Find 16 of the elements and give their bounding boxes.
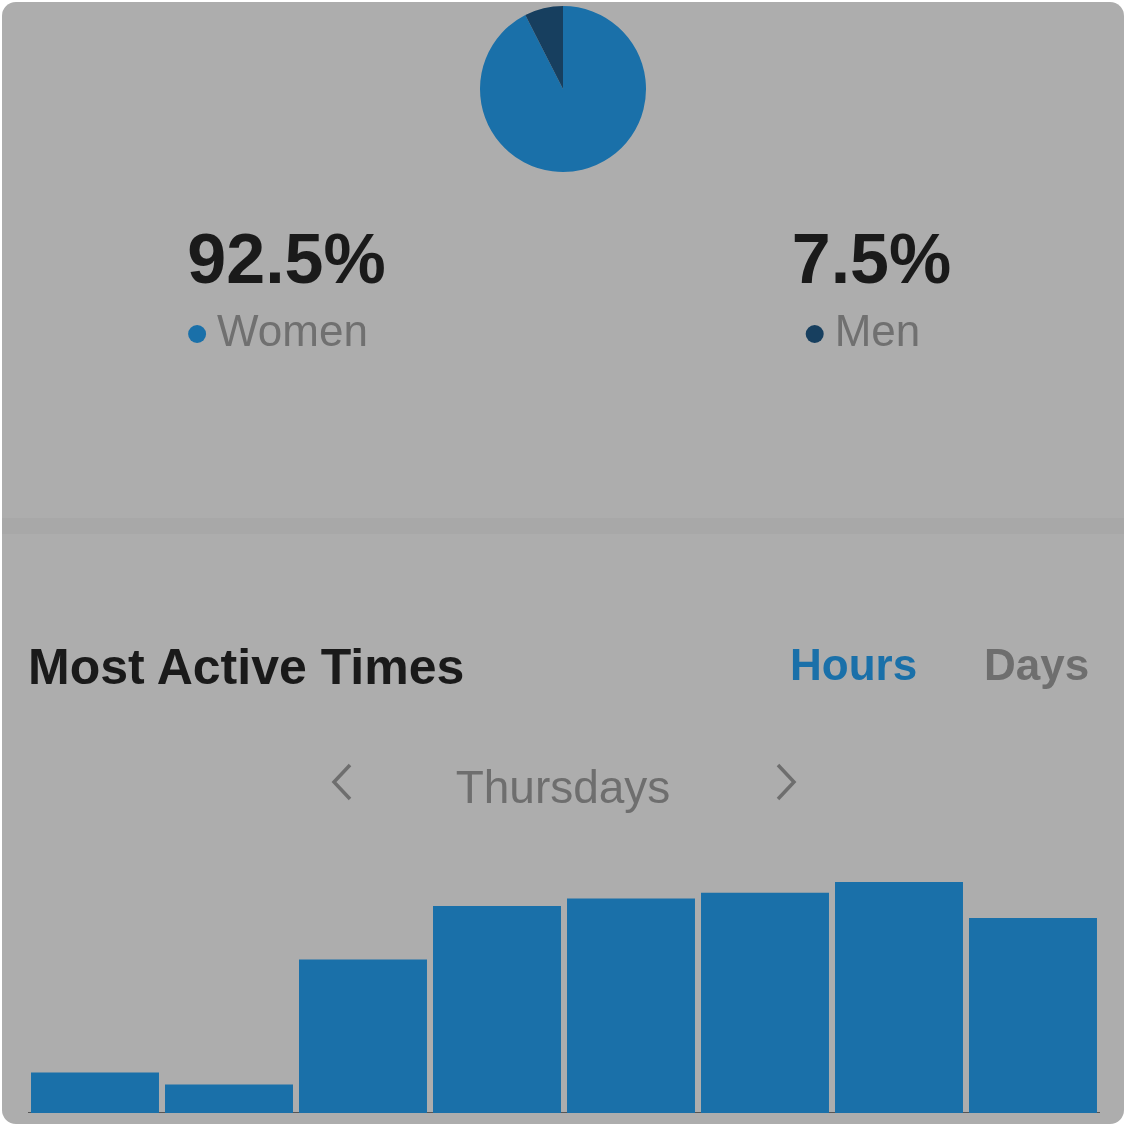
legend-label: Women	[217, 306, 368, 356]
data-label: 7.5%	[791, 220, 952, 299]
bar	[701, 892, 829, 1113]
text: Hours	[790, 640, 918, 690]
bar	[969, 918, 1097, 1113]
legend-label: Men	[834, 306, 921, 356]
bar	[299, 959, 427, 1113]
bar	[31, 1072, 159, 1113]
bar	[835, 882, 963, 1113]
text: Days	[984, 640, 1090, 690]
chart-title: Most Active Times	[28, 638, 465, 696]
chart-subtitle: Thursdays	[454, 760, 672, 814]
bar	[567, 898, 695, 1113]
bar	[433, 906, 561, 1113]
bar	[165, 1084, 293, 1113]
data-label: 92.5%	[187, 220, 386, 299]
